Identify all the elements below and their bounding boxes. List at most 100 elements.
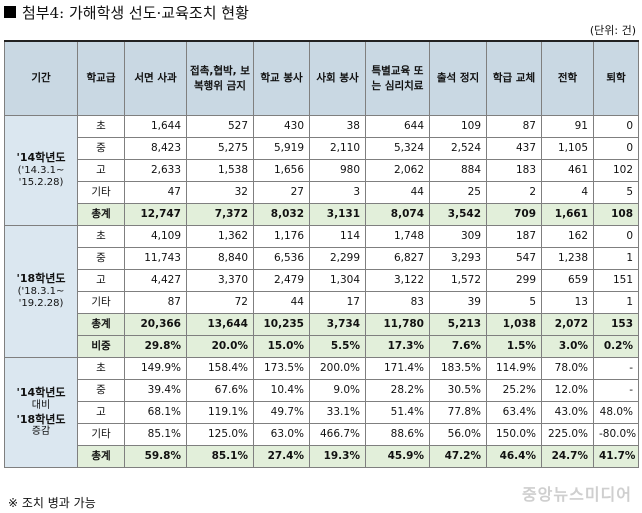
value-cell: 299 — [486, 269, 542, 292]
value-cell: 8,840 — [186, 247, 254, 270]
value-cell: 47.2% — [429, 445, 487, 468]
value-cell: 466.7% — [309, 423, 366, 446]
header-contact-ban: 접촉,협박, 보복행위 금지 — [186, 40, 254, 116]
level-cell: 중 — [77, 137, 125, 160]
value-cell: 1,176 — [253, 225, 310, 248]
value-cell: 72 — [186, 291, 254, 314]
value-cell: 114 — [309, 225, 366, 248]
value-cell: 461 — [541, 159, 594, 182]
header-expulsion: 퇴학 — [593, 40, 639, 116]
value-cell: 63.0% — [253, 423, 310, 446]
value-cell: 11,743 — [124, 247, 187, 270]
value-cell: 87 — [486, 115, 542, 138]
value-cell: 32 — [186, 181, 254, 204]
level-cell: 고 — [77, 159, 125, 182]
value-cell: 309 — [429, 225, 487, 248]
value-cell: 51.4% — [365, 401, 430, 424]
value-cell: 1 — [593, 291, 639, 314]
value-cell: 0 — [593, 137, 639, 160]
value-cell: 5 — [593, 181, 639, 204]
value-cell: 884 — [429, 159, 487, 182]
value-cell: 8,074 — [365, 203, 430, 226]
value-cell: 43.0% — [541, 401, 594, 424]
title-text: 첨부4: 가해학생 선도·교육조치 현황 — [22, 3, 249, 22]
value-cell: 158.4% — [186, 357, 254, 380]
value-cell: 78.0% — [541, 357, 594, 380]
value-cell: 109 — [429, 115, 487, 138]
value-cell: 1,238 — [541, 247, 594, 270]
period-range: 증감 — [31, 426, 51, 438]
value-cell: 59.8% — [124, 445, 187, 468]
value-cell: 2,072 — [541, 313, 594, 336]
level-cell: 비중 — [77, 335, 125, 358]
value-cell: 5,324 — [365, 137, 430, 160]
period-compare-label: 대비 — [31, 400, 51, 411]
value-cell: 13 — [541, 291, 594, 314]
value-cell: 3,131 — [309, 203, 366, 226]
value-cell: 2,524 — [429, 137, 487, 160]
value-cell: 83 — [365, 291, 430, 314]
value-cell: 4,427 — [124, 269, 187, 292]
total-row: 총계 12,747 7,372 8,032 3,131 8,074 3,542 709 1,66… — [5, 203, 639, 226]
value-cell: 1,661 — [541, 203, 594, 226]
value-cell: 527 — [186, 115, 254, 138]
period-cell: '14학년도 ('14.3.1~ '15.2.28) — [4, 115, 78, 226]
value-cell: 45.9% — [365, 445, 430, 468]
value-cell: 1,538 — [186, 159, 254, 182]
watermark: 중앙뉴스미디어 — [521, 485, 632, 504]
value-cell: 225.0% — [541, 423, 594, 446]
value-cell: 10.4% — [253, 379, 310, 402]
level-cell: 기타 — [77, 291, 125, 314]
value-cell: 20.0% — [186, 335, 254, 358]
value-cell: 25 — [429, 181, 487, 204]
value-cell: 0 — [593, 225, 639, 248]
level-cell: 초 — [77, 357, 125, 380]
value-cell: 2,062 — [365, 159, 430, 182]
period-label: '14학년도 — [16, 386, 66, 400]
value-cell: 102 — [593, 159, 639, 182]
value-cell: 659 — [541, 269, 594, 292]
header-period: 기간 — [4, 40, 78, 116]
discipline-table: 기간 학교급 서면 사과 접촉,협박, 보복행위 금지 학교 봉사 사회 봉사 … — [4, 40, 639, 468]
value-cell: 0 — [593, 115, 639, 138]
value-cell: 547 — [486, 247, 542, 270]
value-cell: 15.0% — [253, 335, 310, 358]
value-cell: 1,644 — [124, 115, 187, 138]
value-cell: 13,644 — [186, 313, 254, 336]
value-cell: 85.1% — [124, 423, 187, 446]
value-cell: 12,747 — [124, 203, 187, 226]
ratio-row: 비중 29.8% 20.0% 15.0% 5.5% 17.3% 7.6% 1.5% 3.0% 0.… — [5, 335, 639, 358]
value-cell: 151 — [593, 269, 639, 292]
level-cell: 초 — [77, 225, 125, 248]
value-cell: 9.0% — [309, 379, 366, 402]
value-cell: 91 — [541, 115, 594, 138]
value-cell: 1,656 — [253, 159, 310, 182]
period-label-2: '18학년도 — [16, 412, 66, 426]
value-cell: 183 — [486, 159, 542, 182]
table-row: 기타 87 72 44 17 83 39 5 13 1 — [5, 291, 639, 314]
table-row: 고 2,633 1,538 1,656 980 2,062 884 183 461 102 — [5, 159, 639, 182]
value-cell: 150.0% — [486, 423, 542, 446]
value-cell: 19.3% — [309, 445, 366, 468]
header-special-education: 특별교육 또는 심리치료 — [365, 40, 430, 116]
value-cell: 39.4% — [124, 379, 187, 402]
value-cell: 3,734 — [309, 313, 366, 336]
value-cell: - — [593, 379, 639, 402]
value-cell: 46.4% — [486, 445, 542, 468]
table-row: 고 68.1% 119.1% 49.7% 33.1% 51.4% 77.8% 63.4% 43.… — [5, 401, 639, 424]
value-cell: 77.8% — [429, 401, 487, 424]
level-cell: 고 — [77, 401, 125, 424]
value-cell: 1,038 — [486, 313, 542, 336]
value-cell: 7.6% — [429, 335, 487, 358]
value-cell: 68.1% — [124, 401, 187, 424]
value-cell: 24.7% — [541, 445, 594, 468]
value-cell: 28.2% — [365, 379, 430, 402]
value-cell: 5.5% — [309, 335, 366, 358]
value-cell: 3 — [309, 181, 366, 204]
value-cell: 41.7% — [593, 445, 639, 468]
value-cell: 8,423 — [124, 137, 187, 160]
value-cell: - — [593, 357, 639, 380]
value-cell: -80.0% — [593, 423, 639, 446]
level-cell: 중 — [77, 379, 125, 402]
value-cell: 5,919 — [253, 137, 310, 160]
